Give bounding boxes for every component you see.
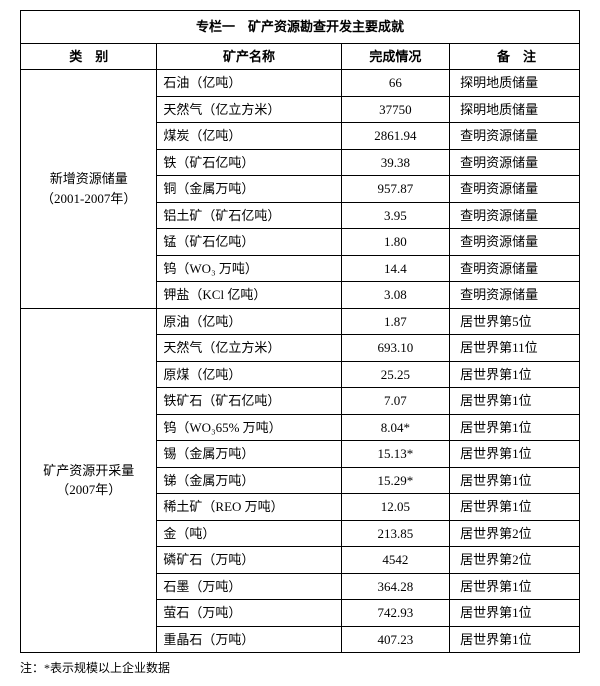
completion-value: 957.87	[341, 176, 450, 203]
remark-cell: 居世界第1位	[450, 494, 580, 521]
header-completion: 完成情况	[341, 43, 450, 70]
mineral-name: 煤炭（亿吨）	[157, 123, 341, 150]
mineral-name: 锑（金属万吨）	[157, 467, 341, 494]
remark-cell: 居世界第1位	[450, 441, 580, 468]
mineral-name: 稀土矿（REO 万吨）	[157, 494, 341, 521]
remark-cell: 探明地质储量	[450, 96, 580, 123]
completion-value: 8.04*	[341, 414, 450, 441]
remark-cell: 居世界第5位	[450, 308, 580, 335]
table-title: 专栏一 矿产资源勘查开发主要成就	[21, 11, 580, 44]
completion-value: 693.10	[341, 335, 450, 362]
completion-value: 4542	[341, 547, 450, 574]
remark-cell: 查明资源储量	[450, 282, 580, 309]
completion-value: 14.4	[341, 255, 450, 282]
completion-value: 364.28	[341, 573, 450, 600]
table-row: 新增资源储量（2001-2007年）石油（亿吨）66探明地质储量	[21, 70, 580, 97]
mineral-name: 天然气（亿立方米）	[157, 96, 341, 123]
remark-cell: 居世界第11位	[450, 335, 580, 362]
remark-cell: 查明资源储量	[450, 255, 580, 282]
table-body: 新增资源储量（2001-2007年）石油（亿吨）66探明地质储量天然气（亿立方米…	[21, 70, 580, 653]
completion-value: 1.87	[341, 308, 450, 335]
remark-cell: 查明资源储量	[450, 229, 580, 256]
mineral-name: 钨（WO₃65% 万吨）	[157, 414, 341, 441]
category-cell: 矿产资源开采量（2007年）	[21, 308, 157, 653]
mineral-name: 锡（金属万吨）	[157, 441, 341, 468]
completion-value: 2861.94	[341, 123, 450, 150]
mineral-name: 金（吨）	[157, 520, 341, 547]
remark-cell: 查明资源储量	[450, 123, 580, 150]
remark-cell: 居世界第1位	[450, 414, 580, 441]
header-row: 类 别 矿产名称 完成情况 备 注	[21, 43, 580, 70]
completion-value: 213.85	[341, 520, 450, 547]
header-name: 矿产名称	[157, 43, 341, 70]
mineral-name: 原煤（亿吨）	[157, 361, 341, 388]
mineral-name: 萤石（万吨）	[157, 600, 341, 627]
category-cell: 新增资源储量（2001-2007年）	[21, 70, 157, 309]
completion-value: 3.95	[341, 202, 450, 229]
completion-value: 3.08	[341, 282, 450, 309]
remark-cell: 居世界第1位	[450, 388, 580, 415]
completion-value: 1.80	[341, 229, 450, 256]
completion-value: 7.07	[341, 388, 450, 415]
completion-value: 15.29*	[341, 467, 450, 494]
table-row: 矿产资源开采量（2007年）原油（亿吨）1.87居世界第5位	[21, 308, 580, 335]
mineral-name: 钨（WO₃ 万吨）	[157, 255, 341, 282]
remark-cell: 查明资源储量	[450, 176, 580, 203]
remark-cell: 探明地质储量	[450, 70, 580, 97]
mineral-name: 锰（矿石亿吨）	[157, 229, 341, 256]
mineral-name: 原油（亿吨）	[157, 308, 341, 335]
remark-cell: 居世界第1位	[450, 361, 580, 388]
mineral-name: 石油（亿吨）	[157, 70, 341, 97]
mineral-name: 铜（金属万吨）	[157, 176, 341, 203]
completion-value: 25.25	[341, 361, 450, 388]
remark-cell: 居世界第2位	[450, 547, 580, 574]
header-category: 类 别	[21, 43, 157, 70]
mineral-name: 天然气（亿立方米）	[157, 335, 341, 362]
remark-cell: 居世界第1位	[450, 573, 580, 600]
mineral-name: 铁矿石（矿石亿吨）	[157, 388, 341, 415]
remark-cell: 居世界第1位	[450, 626, 580, 653]
title-row: 专栏一 矿产资源勘查开发主要成就	[21, 11, 580, 44]
remark-cell: 居世界第1位	[450, 600, 580, 627]
mineral-name: 重晶石（万吨）	[157, 626, 341, 653]
completion-value: 37750	[341, 96, 450, 123]
completion-value: 12.05	[341, 494, 450, 521]
completion-value: 407.23	[341, 626, 450, 653]
main-table: 专栏一 矿产资源勘查开发主要成就 类 别 矿产名称 完成情况 备 注 新增资源储…	[20, 10, 580, 653]
completion-value: 66	[341, 70, 450, 97]
mineral-name: 铝土矿（矿石亿吨）	[157, 202, 341, 229]
remark-cell: 居世界第2位	[450, 520, 580, 547]
remark-cell: 查明资源储量	[450, 202, 580, 229]
remark-cell: 查明资源储量	[450, 149, 580, 176]
mineral-name: 磷矿石（万吨）	[157, 547, 341, 574]
remark-cell: 居世界第1位	[450, 467, 580, 494]
mineral-name: 石墨（万吨）	[157, 573, 341, 600]
completion-value: 39.38	[341, 149, 450, 176]
mineral-name: 钾盐（KCl 亿吨）	[157, 282, 341, 309]
header-remark: 备 注	[450, 43, 580, 70]
completion-value: 742.93	[341, 600, 450, 627]
mineral-name: 铁（矿石亿吨）	[157, 149, 341, 176]
completion-value: 15.13*	[341, 441, 450, 468]
footnote: 注：*表示规模以上企业数据	[20, 659, 580, 676]
